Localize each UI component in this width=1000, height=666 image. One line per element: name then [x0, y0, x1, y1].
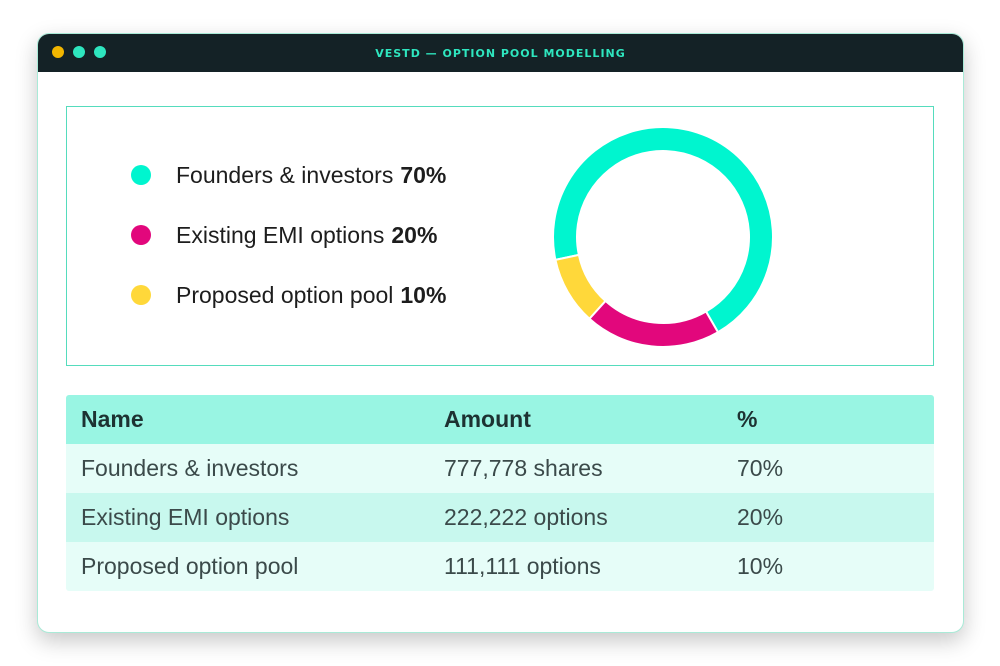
- window-controls: [52, 46, 106, 58]
- table-row: Existing EMI options 222,222 options 20%: [66, 493, 934, 542]
- legend-percent: 20%: [391, 221, 438, 248]
- legend-dot-pool: [131, 285, 151, 305]
- legend-item-pool: Proposed option pool 10%: [131, 265, 446, 325]
- cell-amount: 222,222 options: [444, 504, 608, 530]
- cell-name: Proposed option pool: [81, 553, 299, 579]
- legend-dot-emi: [131, 225, 151, 245]
- donut-slice-2: [554, 253, 607, 321]
- donut-chart: [552, 126, 774, 348]
- cell-name: Founders & investors: [81, 455, 299, 481]
- legend-label: Existing EMI options: [176, 221, 385, 248]
- chart-panel: Founders & investors 70% Existing EMI op…: [66, 106, 934, 366]
- app-window: VESTD — OPTION POOL MODELLING Founders &…: [37, 33, 964, 633]
- table-row: Founders & investors 777,778 shares 70%: [66, 444, 934, 493]
- legend-percent: 10%: [400, 281, 447, 308]
- donut-slice-0: [552, 126, 774, 334]
- legend-item-founders: Founders & investors 70%: [131, 145, 446, 205]
- header-amount: Amount: [444, 406, 531, 432]
- minimize-button[interactable]: [73, 46, 85, 58]
- legend-label: Founders & investors: [176, 161, 394, 188]
- header-name: Name: [81, 406, 144, 432]
- header-percent: %: [737, 406, 758, 432]
- table-row: Proposed option pool 111,111 options 10%: [66, 542, 934, 591]
- legend-dot-founders: [131, 165, 151, 185]
- cell-percent: 10%: [737, 553, 784, 579]
- cell-amount: 777,778 shares: [444, 455, 603, 481]
- table-header-row: Name Amount %: [66, 395, 934, 444]
- window-title: VESTD — OPTION POOL MODELLING: [375, 46, 626, 60]
- legend-label: Proposed option pool: [176, 281, 394, 308]
- legend-item-emi: Existing EMI options 20%: [131, 205, 446, 265]
- legend-percent: 70%: [400, 161, 447, 188]
- donut-slice-1: [587, 299, 720, 348]
- title-bar: VESTD — OPTION POOL MODELLING: [38, 34, 963, 72]
- cell-name: Existing EMI options: [81, 504, 290, 530]
- cell-amount: 111,111 options: [444, 553, 601, 579]
- close-button[interactable]: [52, 46, 64, 58]
- cell-percent: 20%: [737, 504, 784, 530]
- cell-percent: 70%: [737, 455, 784, 481]
- chart-legend: Founders & investors 70% Existing EMI op…: [131, 145, 446, 325]
- allocation-table: Name Amount % Founders & investors 777,7…: [66, 395, 934, 591]
- maximize-button[interactable]: [94, 46, 106, 58]
